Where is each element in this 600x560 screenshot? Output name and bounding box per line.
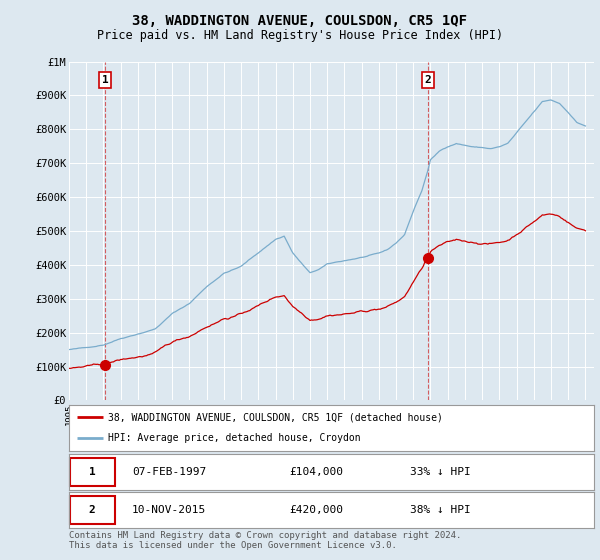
Text: 38, WADDINGTON AVENUE, COULSDON, CR5 1QF (detached house): 38, WADDINGTON AVENUE, COULSDON, CR5 1QF…	[109, 412, 443, 422]
Text: 07-FEB-1997: 07-FEB-1997	[132, 467, 206, 477]
Text: HPI: Average price, detached house, Croydon: HPI: Average price, detached house, Croy…	[109, 433, 361, 444]
Text: 38% ↓ HPI: 38% ↓ HPI	[410, 505, 471, 515]
FancyBboxPatch shape	[70, 458, 115, 486]
Text: 38, WADDINGTON AVENUE, COULSDON, CR5 1QF: 38, WADDINGTON AVENUE, COULSDON, CR5 1QF	[133, 14, 467, 28]
Text: 1: 1	[89, 467, 95, 477]
Text: 1: 1	[102, 75, 109, 85]
Text: Contains HM Land Registry data © Crown copyright and database right 2024.
This d: Contains HM Land Registry data © Crown c…	[69, 531, 461, 550]
Text: 33% ↓ HPI: 33% ↓ HPI	[410, 467, 471, 477]
Text: 2: 2	[425, 75, 431, 85]
FancyBboxPatch shape	[70, 496, 115, 524]
Text: £420,000: £420,000	[290, 505, 343, 515]
Text: 2: 2	[89, 505, 95, 515]
Text: Price paid vs. HM Land Registry's House Price Index (HPI): Price paid vs. HM Land Registry's House …	[97, 29, 503, 42]
Text: 10-NOV-2015: 10-NOV-2015	[132, 505, 206, 515]
Text: £104,000: £104,000	[290, 467, 343, 477]
